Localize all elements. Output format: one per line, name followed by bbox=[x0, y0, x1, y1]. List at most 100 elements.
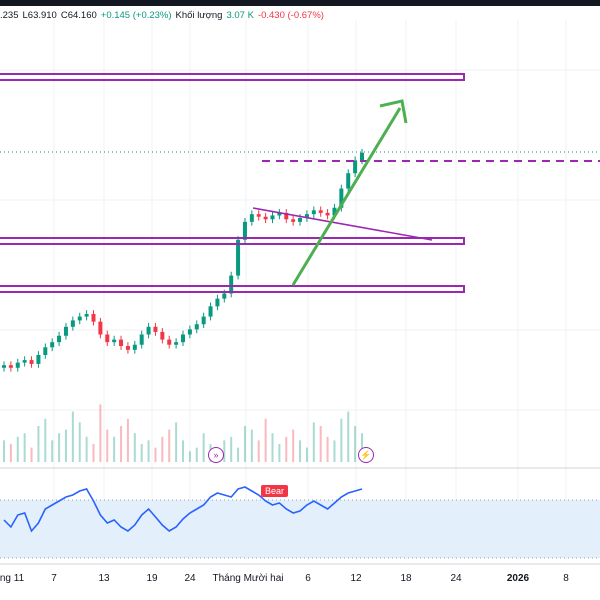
candle-body bbox=[222, 293, 227, 299]
candle-body bbox=[167, 339, 172, 345]
candle-body bbox=[139, 334, 144, 345]
candle-body bbox=[353, 160, 358, 174]
candle-body bbox=[8, 365, 13, 368]
volume-bar bbox=[154, 447, 157, 462]
volume-bar bbox=[243, 426, 246, 462]
trend-arrow-shaft[interactable] bbox=[291, 107, 402, 286]
candle-body bbox=[77, 316, 82, 321]
volume-bar bbox=[133, 433, 136, 462]
volume-bar bbox=[23, 433, 26, 462]
volume-bar bbox=[106, 429, 109, 462]
rsi-band bbox=[0, 500, 600, 558]
candle-body bbox=[22, 360, 27, 363]
volume-bar bbox=[319, 426, 322, 462]
xaxis-label: 24 bbox=[184, 573, 196, 584]
volume-bar bbox=[285, 436, 288, 462]
candle-body bbox=[318, 210, 323, 213]
volume-bar bbox=[168, 429, 171, 462]
candle-body bbox=[270, 215, 275, 220]
volume-bar bbox=[51, 440, 54, 462]
candle-body bbox=[208, 306, 213, 317]
volume-bar bbox=[113, 436, 116, 462]
candle-body bbox=[57, 335, 62, 343]
volume-bar bbox=[126, 418, 129, 462]
volume-bar bbox=[58, 433, 61, 462]
candle-body bbox=[63, 326, 68, 336]
xaxis-label-year: 2026 bbox=[506, 573, 530, 584]
xaxis-label: 13 bbox=[98, 573, 110, 584]
candle-body bbox=[132, 344, 137, 350]
legend-volume-change: -0.430 (-0.67%) bbox=[257, 10, 324, 21]
bear-signal-badge: Bear bbox=[261, 485, 289, 497]
volume-bar bbox=[85, 436, 88, 462]
volume-bar bbox=[202, 433, 205, 462]
candle-body bbox=[201, 316, 206, 325]
resistance-zone-top[interactable] bbox=[0, 73, 465, 81]
top-toolbar bbox=[0, 0, 600, 6]
volume-bar bbox=[299, 440, 302, 462]
volume-bar bbox=[312, 422, 315, 462]
candle-body bbox=[125, 346, 130, 350]
trendline-descending[interactable] bbox=[252, 207, 433, 241]
volume-bar bbox=[182, 440, 184, 462]
fast-forward-icon[interactable]: » bbox=[208, 447, 224, 463]
volume-bar bbox=[264, 418, 267, 462]
volume-bar bbox=[278, 444, 281, 462]
legend-change: +0.145 (+0.23%) bbox=[100, 10, 172, 21]
candle-body bbox=[263, 216, 268, 220]
legend-prev: .235 bbox=[0, 10, 19, 21]
candle-body bbox=[105, 334, 110, 343]
candle-body bbox=[146, 326, 151, 335]
candle-body bbox=[160, 331, 165, 340]
volume-bar bbox=[78, 422, 81, 462]
volume-bar bbox=[147, 440, 150, 462]
candle-body bbox=[50, 342, 55, 348]
xaxis-label: 6 bbox=[305, 573, 311, 584]
xaxis-label: 12 bbox=[350, 573, 362, 584]
legend-volume-label: Khối lượng bbox=[175, 10, 223, 21]
volume-bar bbox=[250, 429, 253, 462]
candle-body bbox=[29, 360, 34, 364]
volume-bar bbox=[161, 436, 164, 462]
support-zone-mid[interactable] bbox=[0, 237, 465, 245]
xaxis-label: ng 11 bbox=[0, 573, 25, 584]
candle-body bbox=[332, 207, 337, 216]
candle-body bbox=[15, 362, 20, 368]
volume-bar bbox=[333, 440, 336, 462]
candle-body bbox=[70, 320, 75, 327]
candle-body bbox=[91, 314, 96, 322]
candle-body bbox=[181, 334, 185, 343]
volume-bar bbox=[64, 429, 67, 462]
candle-body bbox=[43, 347, 48, 355]
support-zone-low[interactable] bbox=[0, 285, 465, 293]
legend-volume-value: 3.07 K bbox=[226, 10, 254, 21]
xaxis-label: 8 bbox=[563, 573, 569, 584]
candle-body bbox=[360, 152, 364, 161]
candle-body bbox=[112, 339, 117, 343]
trend-arrow-head[interactable] bbox=[379, 99, 408, 124]
volume-bar bbox=[3, 440, 5, 462]
candle-body bbox=[229, 275, 234, 294]
volume-bar bbox=[326, 436, 329, 462]
volume-bar bbox=[340, 418, 343, 462]
lightning-icon[interactable]: ⚡ bbox=[358, 447, 374, 463]
xaxis-label: 24 bbox=[450, 573, 462, 584]
volume-bar bbox=[71, 411, 74, 462]
volume-bar bbox=[292, 429, 295, 462]
candle-body bbox=[194, 324, 199, 330]
volume-bar bbox=[16, 436, 19, 462]
volume-bar bbox=[347, 411, 350, 462]
volume-bar bbox=[188, 451, 191, 462]
volume-bar bbox=[30, 447, 33, 462]
candle-body bbox=[284, 212, 289, 220]
volume-bar bbox=[230, 436, 233, 462]
candle-body bbox=[256, 214, 261, 217]
candle-body bbox=[291, 219, 296, 222]
volume-bar bbox=[44, 418, 47, 462]
candle-body bbox=[98, 321, 103, 335]
candle-body bbox=[2, 365, 6, 368]
candles bbox=[2, 148, 364, 372]
volume-bar bbox=[223, 440, 226, 462]
xaxis-label: 19 bbox=[146, 573, 158, 584]
